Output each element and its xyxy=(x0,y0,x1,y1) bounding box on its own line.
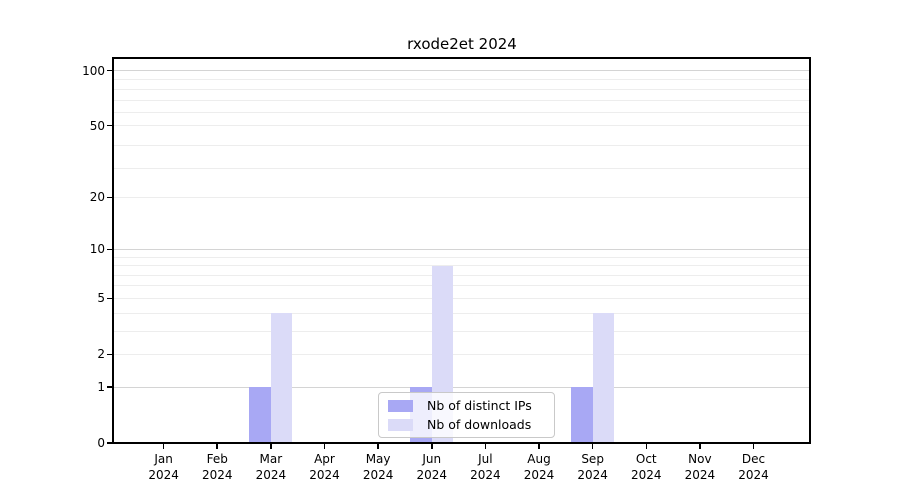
gridline-minor xyxy=(113,88,810,90)
gridline-minor xyxy=(113,274,810,276)
y-tick-label: 0 xyxy=(97,436,105,450)
x-tick-mark xyxy=(216,444,218,449)
y-tick-mark xyxy=(107,297,112,300)
x-tick-label: Oct 2024 xyxy=(630,452,662,482)
gridline-decade xyxy=(113,70,810,72)
gridline-minor xyxy=(113,196,810,198)
x-tick-mark xyxy=(591,444,594,449)
x-tick-mark xyxy=(699,444,701,449)
x-tick-label: Aug 2024 xyxy=(523,452,555,482)
gridline-minor xyxy=(113,79,810,81)
x-tick-label: Jul 2024 xyxy=(470,452,501,482)
gridline-minor xyxy=(113,144,810,146)
gridline-minor xyxy=(113,256,810,258)
y-tick-mark xyxy=(107,196,112,199)
y-tick-label: 1 xyxy=(97,380,105,395)
x-tick-label: Jan 2024 xyxy=(148,452,179,482)
y-tick-mark xyxy=(107,124,112,127)
gridline-minor xyxy=(113,285,810,287)
gridline-decade xyxy=(113,386,810,388)
y-tick-label: 20 xyxy=(89,190,105,205)
x-tick-mark xyxy=(162,444,165,449)
gridline-minor xyxy=(113,112,810,114)
x-tick-mark xyxy=(431,444,433,449)
gridline-minor xyxy=(113,312,810,314)
x-tick-mark xyxy=(377,444,379,449)
gridline-minor xyxy=(113,265,810,267)
gridline-minor xyxy=(113,99,810,101)
x-tick-label: May 2024 xyxy=(362,452,394,482)
x-tick-mark xyxy=(323,444,326,449)
legend-label-distinct-ips: Nb of distinct IPs xyxy=(427,398,532,413)
gridline-decade xyxy=(113,248,810,250)
gridline-minor xyxy=(113,125,810,127)
x-tick-label: Mar 2024 xyxy=(255,452,287,482)
bar-downloads xyxy=(270,313,293,443)
x-tick-label: Sep 2024 xyxy=(577,452,608,482)
gridline-minor xyxy=(113,297,810,299)
y-tick-label: 100 xyxy=(82,63,105,78)
x-tick-label: Dec 2024 xyxy=(738,452,769,482)
gridline-minor xyxy=(113,168,810,170)
x-tick-label: Feb 2024 xyxy=(201,452,233,482)
y-tick-label: 5 xyxy=(97,291,105,306)
legend: Nb of distinct IPs Nb of downloads xyxy=(378,392,555,438)
x-tick-label: Jun 2024 xyxy=(416,452,448,482)
legend-entry-downloads: Nb of downloads xyxy=(388,417,545,432)
bar-distinct-ips xyxy=(571,387,593,443)
y-tick-mark xyxy=(107,248,112,251)
gridline-minor xyxy=(113,330,810,332)
legend-label-downloads: Nb of downloads xyxy=(427,417,532,432)
x-tick-mark xyxy=(752,444,755,449)
x-tick-label: Apr 2024 xyxy=(309,452,340,482)
y-tick-mark xyxy=(107,386,112,388)
legend-entry-distinct-ips: Nb of distinct IPs xyxy=(388,398,545,413)
gridline-minor xyxy=(113,353,810,355)
x-tick-mark xyxy=(484,444,487,449)
x-tick-label: Nov 2024 xyxy=(684,452,716,482)
bar-distinct-ips xyxy=(249,387,271,443)
y-tick-label: 10 xyxy=(89,242,105,257)
x-tick-mark xyxy=(538,444,540,449)
bar-downloads xyxy=(592,313,615,443)
y-tick-label: 2 xyxy=(97,347,105,362)
y-tick-mark xyxy=(107,353,112,356)
x-tick-mark xyxy=(270,444,272,449)
y-tick-label: 50 xyxy=(89,118,105,133)
y-tick-mark xyxy=(107,69,112,72)
x-tick-mark xyxy=(645,444,648,449)
y-tick-mark xyxy=(107,442,112,444)
chart-title: rxode2et 2024 xyxy=(407,35,517,53)
legend-swatch-downloads xyxy=(388,418,413,431)
legend-swatch-distinct-ips xyxy=(388,399,413,412)
